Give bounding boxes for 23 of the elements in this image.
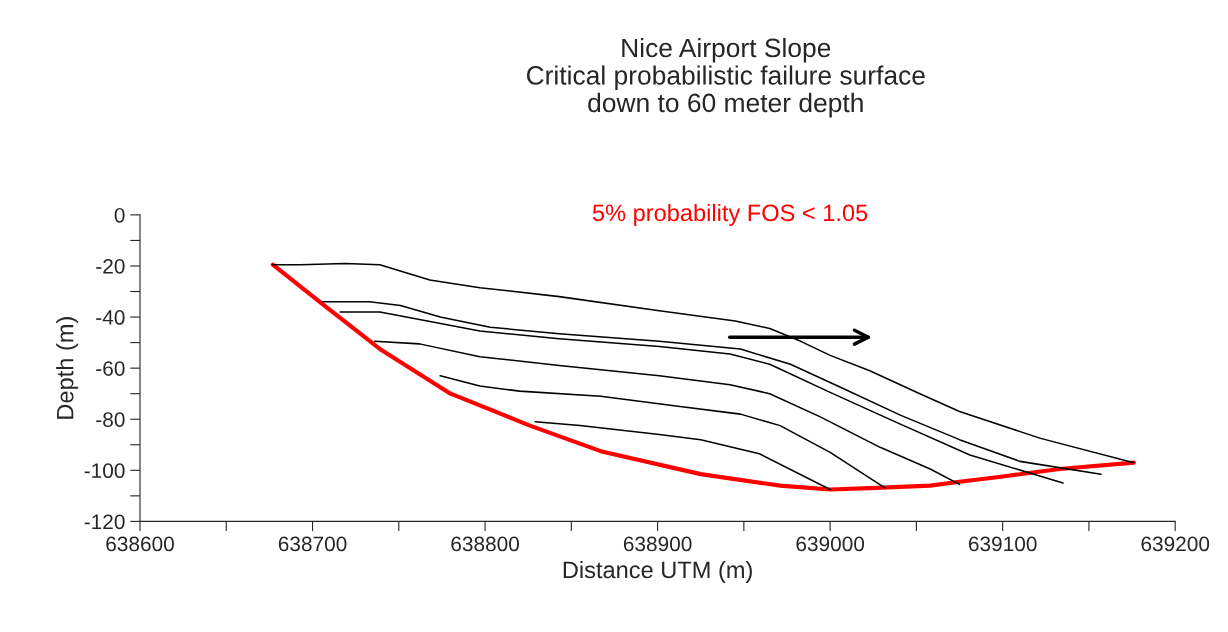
x-axis-title: Distance UTM (m) (563, 560, 752, 583)
y-tick-label: -100 (84, 463, 125, 479)
y-tick-label: 0 (114, 207, 125, 223)
y-tick-label: -20 (96, 258, 125, 274)
line-series (322, 300, 1102, 475)
x-tick-label: 639000 (796, 536, 865, 552)
y-axis-title: Depth (m) (56, 317, 79, 419)
x-tick-label: 638600 (106, 536, 174, 552)
annotation: 5% probability FOS < 1.05 (592, 203, 868, 226)
x-tick-label: 639100 (968, 536, 1037, 552)
x-tick-label: 638700 (278, 536, 347, 552)
line-series (373, 340, 961, 486)
x-tick-label: 638900 (623, 536, 692, 552)
x-tick-label: 639200 (1141, 536, 1210, 552)
line-series (534, 421, 831, 491)
y-tick-label: -120 (84, 514, 125, 530)
line-series (439, 375, 887, 489)
y-tick-label: -40 (96, 310, 125, 325)
y-tick-label: -60 (96, 361, 125, 376)
y-tick-label: -80 (96, 412, 125, 427)
chart-title: Nice Airport Slope Critical probabilistic failure surface down to 60 meter depth (526, 37, 925, 118)
x-tick-label: 638800 (451, 536, 520, 552)
line-series (339, 311, 1064, 484)
